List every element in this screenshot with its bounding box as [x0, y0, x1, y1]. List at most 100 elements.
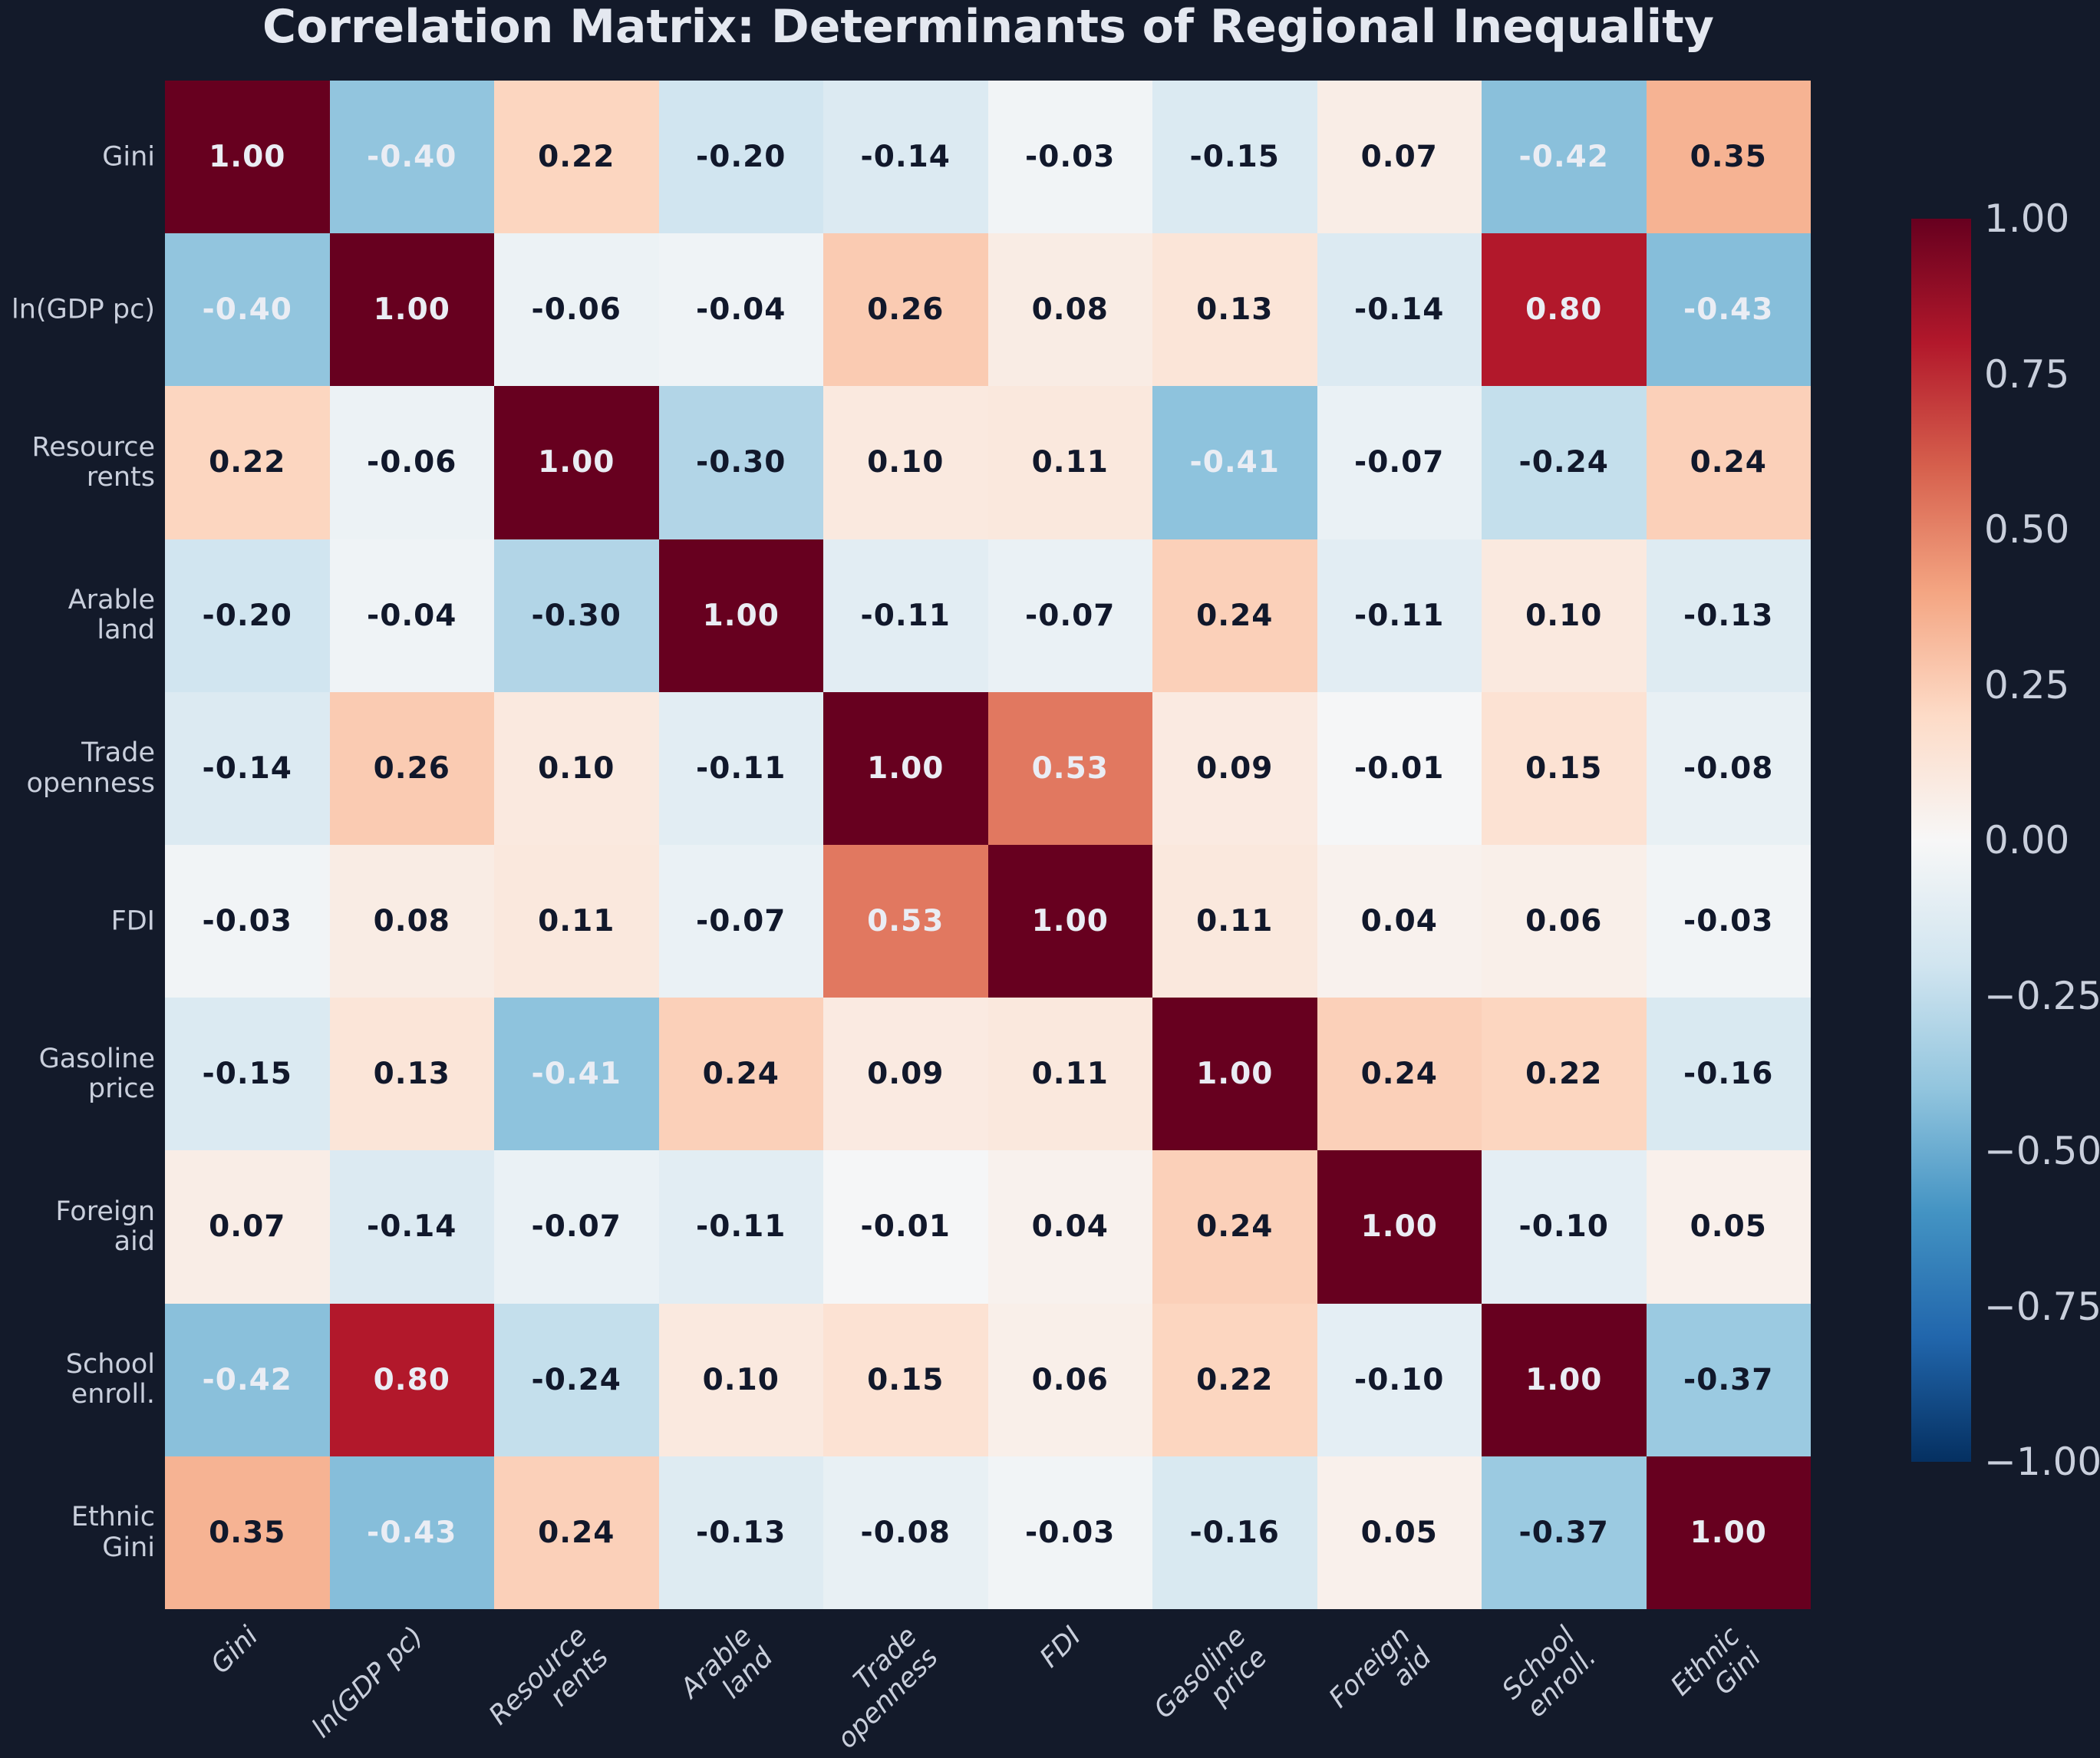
x-tick-label: Gasoline price: [1148, 1621, 1274, 1725]
cell-value: -0.41: [1189, 445, 1280, 480]
heatmap-cell: -0.13: [658, 1456, 823, 1609]
heatmap-cell: -0.14: [329, 1150, 494, 1304]
heatmap-cell: 0.10: [658, 1303, 823, 1456]
heatmap-cell: 0.04: [987, 1150, 1152, 1304]
heatmap-cell: -0.37: [1482, 1456, 1647, 1609]
colorbar-tick-label: −1.00: [1984, 1440, 2100, 1484]
heatmap-cell: -0.11: [823, 539, 988, 692]
heatmap-cell: -0.11: [1317, 539, 1482, 692]
cell-value: 0.11: [1031, 445, 1109, 480]
heatmap-cell: -0.20: [658, 81, 823, 234]
cell-value: -0.37: [1518, 1515, 1609, 1550]
cell-value: -0.07: [531, 1209, 621, 1245]
heatmap-cell: 0.35: [165, 1456, 330, 1609]
cell-value: -0.03: [1683, 904, 1774, 939]
heatmap-cell: -0.03: [165, 844, 330, 998]
x-tick-label: Arable land: [674, 1621, 780, 1705]
cell-value: 0.05: [1360, 1515, 1438, 1550]
x-tick-label: Trade openness: [831, 1621, 945, 1755]
cell-value: 0.11: [1196, 904, 1274, 939]
cell-value: -0.04: [367, 598, 457, 633]
cell-value: 0.22: [538, 140, 615, 175]
cell-value: 0.08: [373, 904, 450, 939]
heatmap-cell: -0.11: [658, 691, 823, 845]
y-tick-label: Foreign aid: [55, 1196, 155, 1257]
chart-title: Correlation Matrix: Determinants of Regi…: [262, 0, 1714, 54]
heatmap-cell: 0.26: [329, 691, 494, 845]
cell-value: 1.00: [1031, 904, 1109, 939]
heatmap-cell: -0.16: [1646, 998, 1811, 1151]
colorbar-tick-label: 0.00: [1984, 818, 2070, 863]
heatmap-cell: -0.42: [1482, 81, 1647, 234]
heatmap-cell: 1.00: [165, 81, 330, 234]
cell-value: -0.03: [1025, 140, 1116, 175]
heatmap-cell: -0.01: [1317, 691, 1482, 845]
cell-value: 0.06: [1031, 1362, 1109, 1397]
heatmap-cell: 0.80: [1482, 233, 1647, 387]
cell-value: 0.24: [1196, 1209, 1274, 1245]
heatmap-cell: -0.20: [165, 539, 330, 692]
heatmap-cell: 1.00: [1152, 998, 1317, 1151]
heatmap-cell: -0.30: [658, 386, 823, 539]
heatmap-cell: 0.09: [823, 998, 988, 1151]
heatmap-cell: 0.22: [1152, 1303, 1317, 1456]
y-tick-label: School enroll.: [65, 1349, 155, 1410]
cell-value: 0.10: [702, 1362, 780, 1397]
heatmap-cell: -0.41: [494, 998, 659, 1151]
cell-value: 0.24: [1690, 445, 1767, 480]
cell-value: -0.03: [1025, 1515, 1116, 1550]
heatmap-cell: -0.03: [1646, 844, 1811, 998]
cell-value: 0.09: [1196, 750, 1274, 786]
cell-value: -0.11: [696, 750, 786, 786]
heatmap-cell: -0.07: [1317, 386, 1482, 539]
cell-value: -0.11: [696, 1209, 786, 1245]
heatmap-cell: -0.08: [1646, 691, 1811, 845]
cell-value: 0.15: [1525, 750, 1603, 786]
heatmap-cell: -0.04: [658, 233, 823, 387]
cell-value: 0.22: [1525, 1057, 1603, 1092]
heatmap-cell: -0.08: [823, 1456, 988, 1609]
cell-value: 1.00: [1690, 1515, 1767, 1550]
heatmap-cell: 0.11: [987, 386, 1152, 539]
cell-value: 0.07: [1360, 140, 1438, 175]
cell-value: -0.24: [531, 1362, 621, 1397]
cell-value: -0.04: [696, 292, 786, 328]
cell-value: -0.43: [367, 1515, 457, 1550]
heatmap-cell: -0.06: [494, 233, 659, 387]
heatmap-cell: -0.30: [494, 539, 659, 692]
heatmap-cell: 0.05: [1646, 1150, 1811, 1304]
cell-value: -0.07: [1025, 598, 1116, 633]
heatmap-cell: 0.15: [823, 1303, 988, 1456]
heatmap-cell: -0.14: [1317, 233, 1482, 387]
cell-value: -0.14: [1354, 292, 1445, 328]
cell-value: -0.24: [1518, 445, 1609, 480]
heatmap-cell: 0.22: [1482, 998, 1647, 1151]
cell-value: 0.80: [373, 1362, 450, 1397]
heatmap-cell: 0.08: [329, 844, 494, 998]
cell-value: -0.06: [531, 292, 621, 328]
cell-value: 0.24: [1360, 1057, 1438, 1092]
heatmap-cell: -0.40: [329, 81, 494, 234]
x-tick-label: School enroll.: [1496, 1621, 1603, 1724]
cell-value: -0.42: [202, 1362, 292, 1397]
heatmap-cell: 0.06: [1482, 844, 1647, 998]
heatmap-cell: 0.08: [987, 233, 1152, 387]
heatmap-cell: 1.00: [329, 233, 494, 387]
cell-value: -0.15: [202, 1057, 292, 1092]
heatmap-cell: 0.22: [494, 81, 659, 234]
cell-value: -0.07: [1354, 445, 1445, 480]
heatmap-cell: -0.13: [1646, 539, 1811, 692]
cell-value: 1.00: [1196, 1057, 1274, 1092]
cell-value: -0.40: [202, 292, 292, 328]
cell-value: -0.11: [860, 598, 951, 633]
cell-value: 0.26: [373, 750, 450, 786]
cell-value: 1.00: [373, 292, 450, 328]
cell-value: 0.13: [373, 1057, 450, 1092]
cell-value: -0.40: [367, 140, 457, 175]
heatmap-cell: 1.00: [823, 691, 988, 845]
cell-value: 0.53: [1031, 750, 1109, 786]
heatmap-cell: -0.24: [494, 1303, 659, 1456]
cell-value: 0.10: [1525, 598, 1603, 633]
cell-value: -0.30: [696, 445, 786, 480]
cell-value: 1.00: [1360, 1209, 1438, 1245]
